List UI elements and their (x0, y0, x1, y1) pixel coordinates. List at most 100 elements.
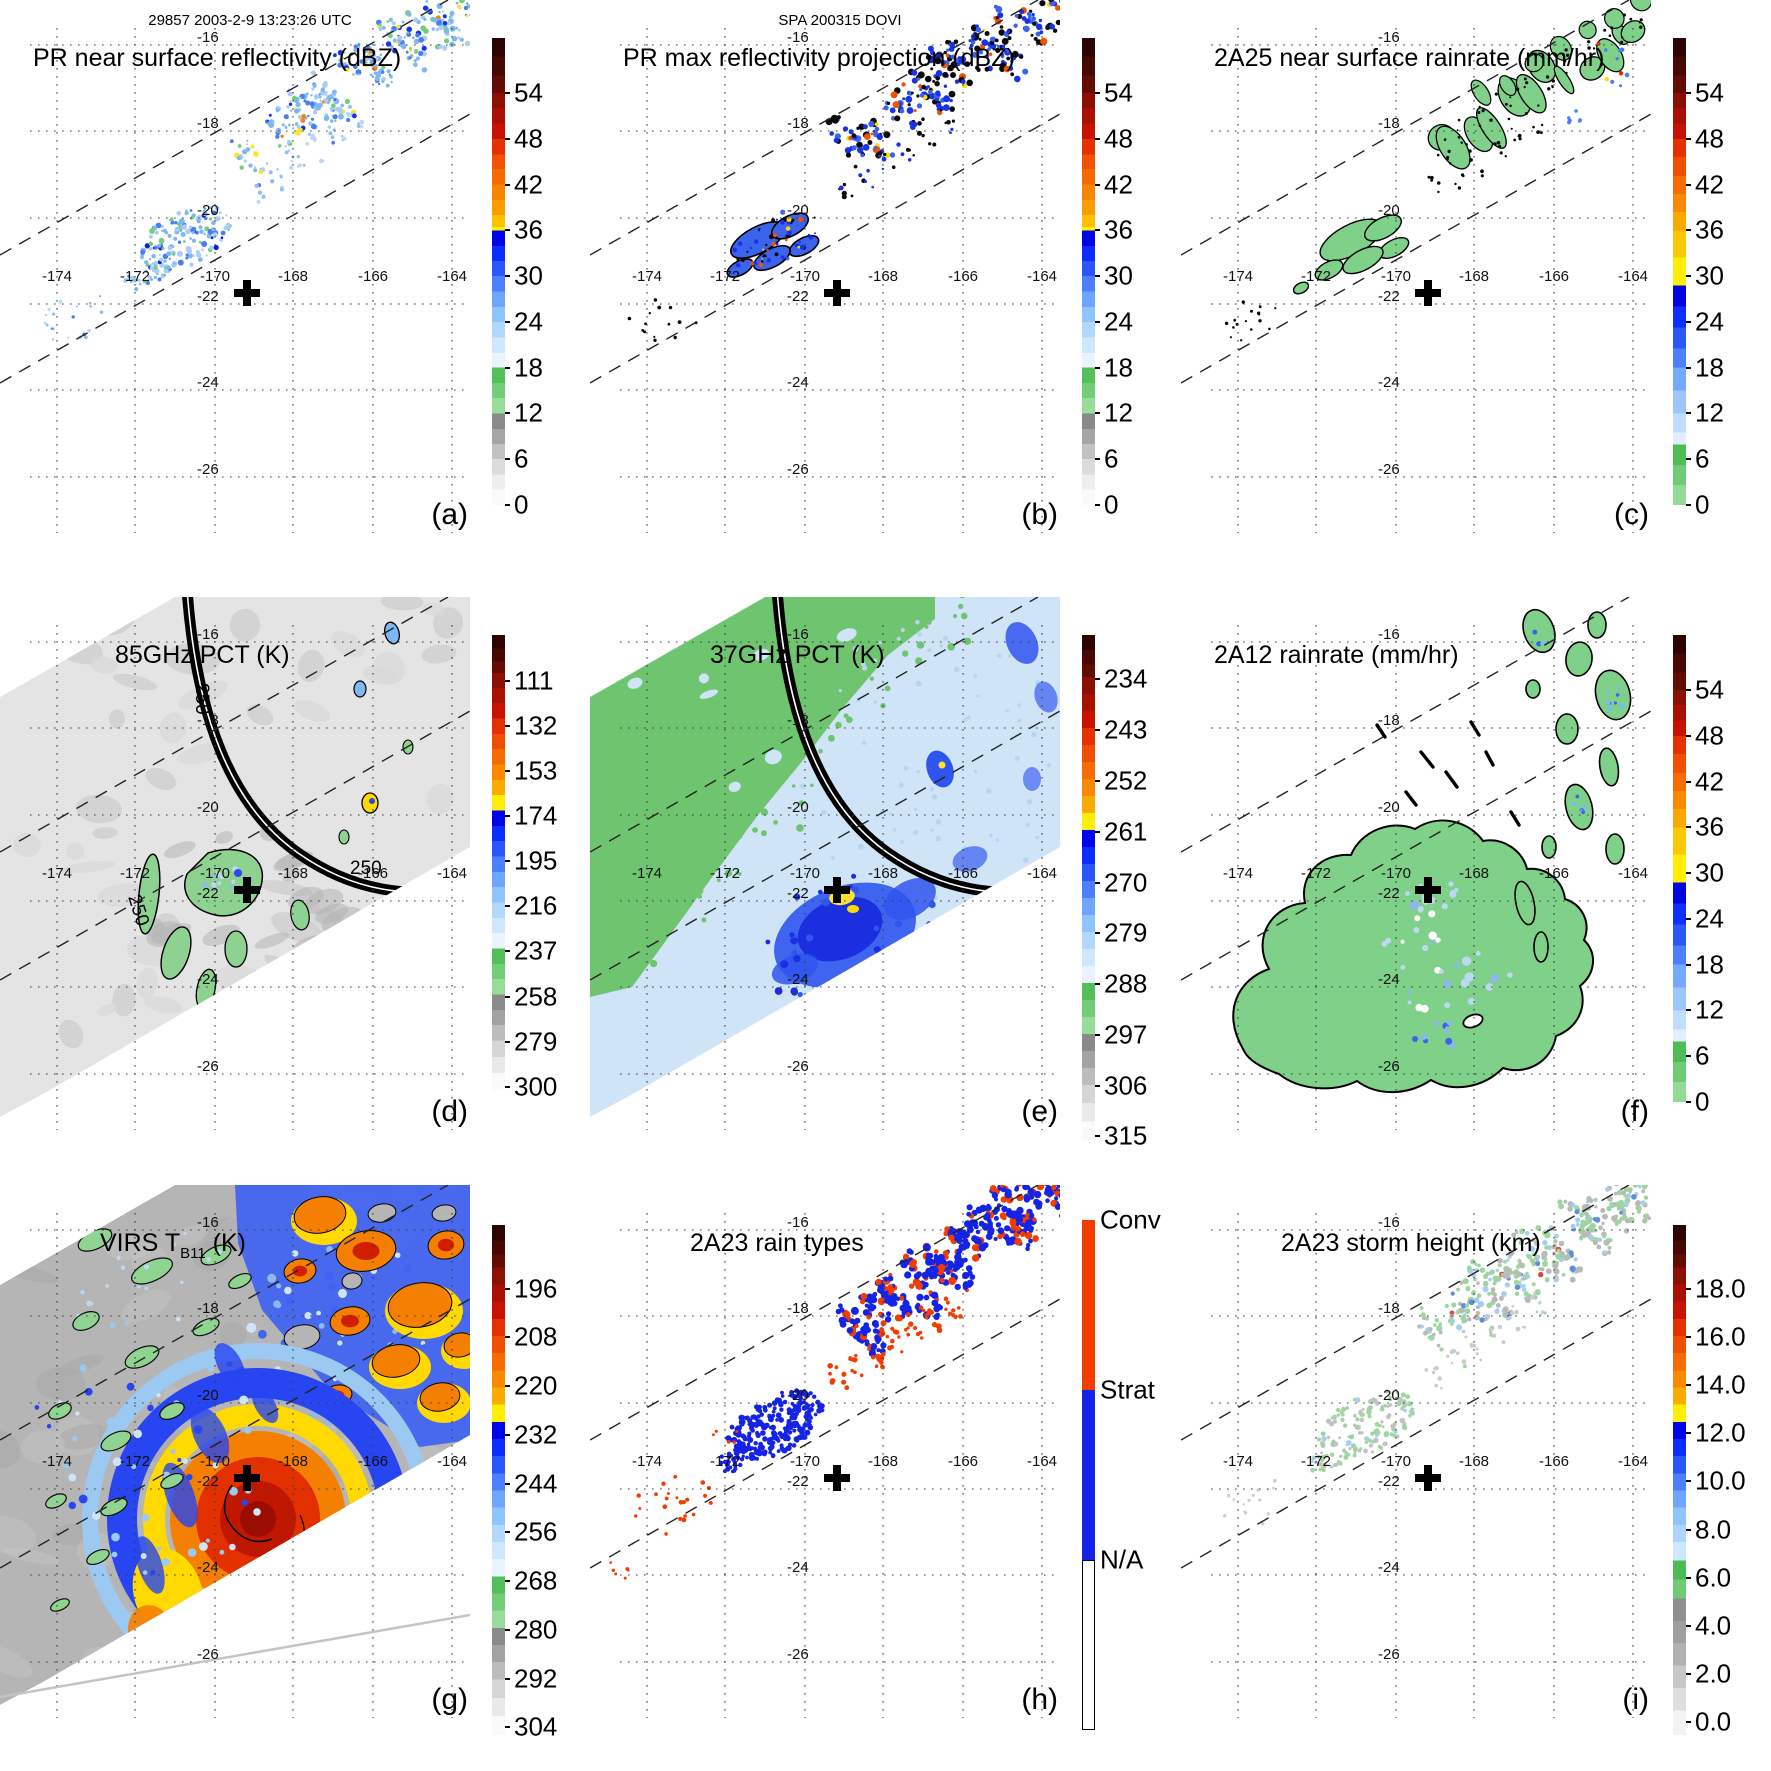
lat-label: -18 (1378, 1300, 1400, 1317)
colorbar-tick-label: 36 (1695, 811, 1724, 842)
colorbar-tick-mark (505, 275, 510, 278)
colorbar-tick-label: 24 (1104, 306, 1133, 337)
colorbar-tick-mark (1095, 320, 1100, 323)
lat-label: -16 (1378, 626, 1400, 643)
colorbar-tick-label: 6 (514, 443, 529, 474)
swath-boundary-line (0, 1613, 470, 1699)
lat-label: -22 (1378, 288, 1400, 305)
colorbar-tick-label: 243 (1104, 714, 1148, 745)
colorbar: 54 48 42 36 30 24 18 12 6 0 (1651, 0, 1771, 560)
panel-letter: (g) (431, 1683, 468, 1716)
colorbar-tick-label: 6 (1104, 443, 1119, 474)
lon-label: -172 (710, 1453, 740, 1470)
panel-title-main: 2A25 near surface rainrate (mm/hr) (1214, 44, 1604, 72)
lon-label: -170 (1381, 268, 1411, 285)
storm-id-header: SPA 200315 DOVI (778, 12, 902, 29)
colorbar-tick-mark (505, 229, 510, 232)
swath-edge-line (590, 597, 1039, 853)
colorbar-tick-mark (1686, 872, 1691, 875)
colorbar-tick-mark (1095, 1135, 1100, 1138)
map-art (43, 0, 470, 341)
lat-label: -18 (787, 712, 809, 729)
map-grid-overlay: -174 -172 -170 -168 -166 -164 -16 -18 -20 -22 -24 -… (1181, 597, 1651, 1130)
lon-label: -170 (790, 268, 820, 285)
colorbar: Conv Strat N/A (1060, 1185, 1180, 1745)
map-h: -174 -172 -170 -168 -166 -164 -16 -18 -20 -22 -24 -… (590, 1185, 1060, 1718)
panel-title-main: VIRS T (100, 1229, 180, 1257)
colorbar-tick-label: 12 (1695, 994, 1724, 1025)
colorbar-tick-label: 16.0 (1695, 1321, 1746, 1352)
swath-edge-line (1181, 0, 1630, 256)
lat-label: -22 (197, 288, 219, 305)
colorbar-tick-mark (505, 1482, 510, 1485)
lat-label: -20 (197, 202, 219, 219)
lat-label: -24 (197, 971, 219, 988)
colorbar-tick-mark (1686, 826, 1691, 829)
colorbar-tick-label: 132 (514, 710, 558, 741)
panel-letter: (b) (1021, 498, 1058, 531)
colorbar-tick-label: 42 (1695, 766, 1724, 797)
colorbar-tick-label: 30 (514, 260, 543, 291)
swath-edge-line (0, 1185, 449, 1441)
colorbar-tick-label: 237 (514, 935, 558, 966)
lon-label: -164 (1027, 268, 1057, 285)
lon-label: -172 (1301, 268, 1331, 285)
colorbar-tick-mark (1686, 92, 1691, 95)
lon-label: -170 (200, 1453, 230, 1470)
map-art (1223, 1185, 1651, 1526)
panel-title: 2A23 storm height (km) (1281, 1229, 1541, 1257)
colorbar-tick-mark (1686, 1624, 1691, 1627)
lat-label: -18 (787, 1300, 809, 1317)
colorbar-tick-label: 195 (514, 845, 558, 876)
panel-letter: (c) (1614, 498, 1649, 531)
colorbar-tick-mark (505, 1040, 510, 1043)
lat-label: -20 (787, 202, 809, 219)
lat-label: -26 (197, 461, 219, 478)
colorbar-tick-mark (1095, 458, 1100, 461)
colorbar-tick-mark (1686, 504, 1691, 506)
lon-label: -168 (1459, 865, 1489, 882)
colorbar-tick-label: 24 (1695, 306, 1724, 337)
colorbar-tick-mark (1686, 320, 1691, 323)
lon-label: -172 (710, 268, 740, 285)
lat-label: -24 (1378, 971, 1400, 988)
lat-label: -24 (197, 374, 219, 391)
colorbar-segment (1082, 1560, 1095, 1730)
swath-edge-line (590, 113, 1060, 384)
colorbar-tick-mark (1095, 92, 1100, 95)
swath-edge-line (590, 710, 1060, 981)
lat-label: -26 (197, 1058, 219, 1075)
colorbar-tick-label: 54 (1104, 77, 1133, 108)
map-grid-overlay: -174 -172 -170 -168 -166 -164 -16 -18 -20 -22 -24 -… (0, 0, 470, 533)
lon-label: -166 (948, 268, 978, 285)
colorbar: 234 243 252 261 270 279 288 297 306 315 (1060, 597, 1180, 1157)
colorbar-tick-mark (1095, 830, 1100, 833)
colorbar-tick-label: 280 (514, 1614, 558, 1645)
colorbar-tick-label: 54 (1695, 77, 1724, 108)
lat-label: -24 (1378, 1559, 1400, 1576)
lon-label: -164 (1618, 268, 1648, 285)
lat-label: -16 (197, 1214, 219, 1231)
lat-label: -22 (787, 288, 809, 305)
colorbar-tick-label: 48 (1695, 720, 1724, 751)
colorbar-tick-mark (1095, 275, 1100, 278)
lat-label: -16 (787, 1214, 809, 1231)
map-art (590, 597, 1060, 1117)
colorbar: 196 208 220 232 244 256 268 280 292 304 (470, 1185, 590, 1745)
lon-label: -168 (868, 268, 898, 285)
colorbar-tick-mark (505, 995, 510, 998)
swath-edge-line (1181, 1185, 1630, 1441)
lon-label: -170 (1381, 865, 1411, 882)
colorbar-tick-mark (1686, 1576, 1691, 1579)
panel-letter: (i) (1622, 1683, 1649, 1716)
colorbar-tick-mark (1095, 229, 1100, 232)
colorbar-tick-label: 196 (514, 1273, 558, 1304)
lon-label: -168 (868, 1453, 898, 1470)
swath-edge-line (1181, 113, 1651, 384)
colorbar-tick-label: 6 (1695, 443, 1710, 474)
colorbar-tick-mark (1686, 780, 1691, 783)
panel-letter: (e) (1021, 1095, 1058, 1128)
lon-label: -168 (278, 865, 308, 882)
colorbar-tick-label: 12 (1104, 397, 1133, 428)
